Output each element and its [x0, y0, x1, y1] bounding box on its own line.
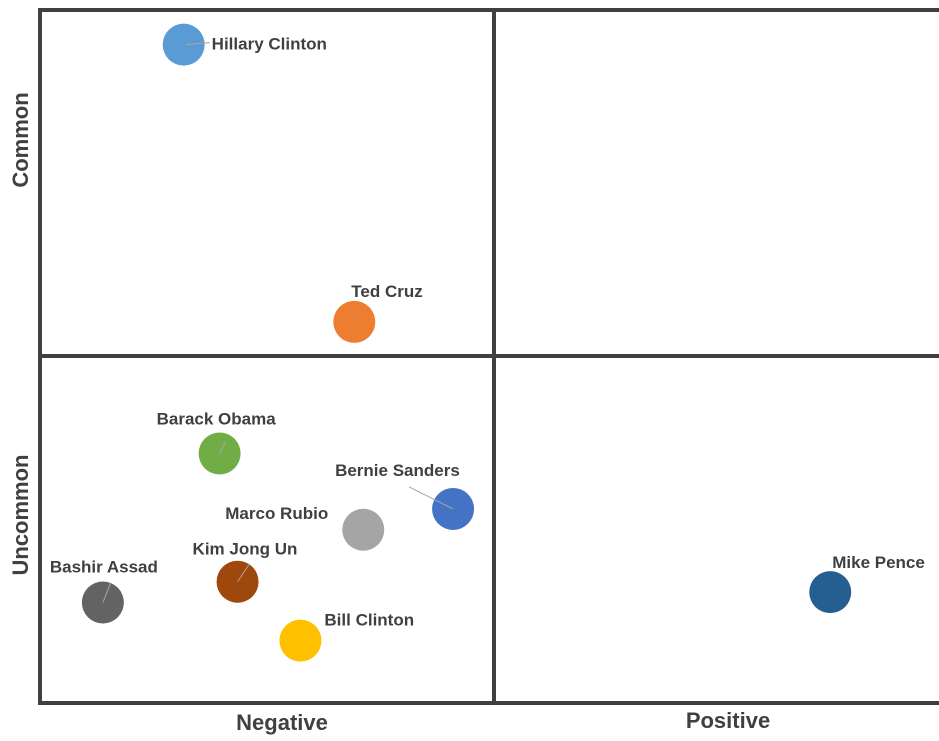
point-marker [162, 23, 205, 66]
x-axis-label-negative: Negative [236, 710, 328, 735]
data-point-bernie-sanders: Bernie Sanders [335, 461, 475, 530]
point-label: Barack Obama [157, 410, 277, 429]
data-point-hillary-clinton: Hillary Clinton [162, 23, 327, 66]
point-marker [809, 571, 852, 614]
data-point-marco-rubio: Marco Rubio [225, 504, 385, 551]
point-marker [279, 619, 322, 662]
leader-line [102, 582, 112, 603]
point-label: Hillary Clinton [212, 35, 327, 54]
y-axis-label-uncommon: Uncommon [8, 455, 33, 576]
leader-line [408, 486, 454, 510]
point-marker [342, 508, 385, 551]
point-label: Ted Cruz [351, 282, 422, 301]
leader-line [185, 42, 210, 46]
point-label: Marco Rubio [225, 504, 328, 523]
quadrant-frame [38, 8, 939, 705]
point-label: Mike Pence [832, 553, 925, 572]
point-label: Bill Clinton [324, 611, 414, 630]
point-label: Bashir Assad [50, 558, 158, 577]
y-axis-label-common: Common [8, 92, 33, 187]
leader-line [237, 563, 250, 583]
x-axis-label-positive: Positive [686, 708, 770, 733]
point-label: Bernie Sanders [335, 461, 460, 480]
point-label: Kim Jong Un [193, 540, 298, 559]
data-point-kim-jong-un: Kim Jong Un [193, 540, 298, 603]
point-marker [333, 300, 376, 343]
data-point-bashir-assad: Bashir Assad [50, 558, 158, 624]
data-point-mike-pence: Mike Pence [809, 553, 925, 614]
data-point-ted-cruz: Ted Cruz [333, 282, 423, 343]
data-points: Hillary Clinton Ted Cruz Barack Obama Berni… [50, 23, 925, 662]
axis-labels: Common Uncommon Negative Positive [8, 92, 770, 735]
leader-line [219, 441, 227, 454]
data-point-bill-clinton: Bill Clinton [279, 611, 414, 662]
data-point-barack-obama: Barack Obama [157, 410, 277, 475]
